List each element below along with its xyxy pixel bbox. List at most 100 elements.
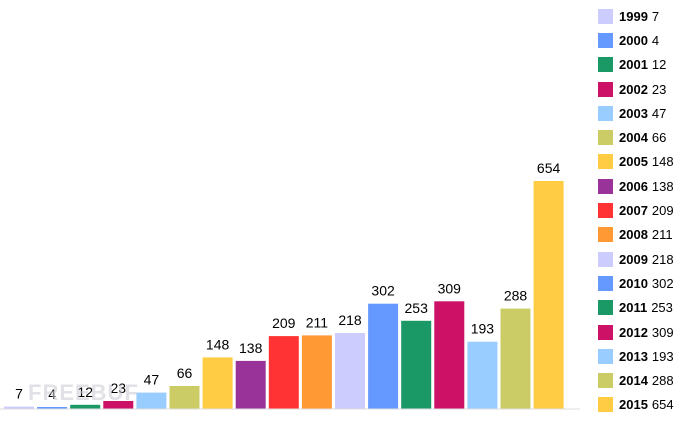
- legend-item-1999: 1999 7: [598, 4, 690, 28]
- legend-item-2006: 2006 138: [598, 174, 690, 198]
- legend-year: 2004: [619, 130, 648, 146]
- bar-2008: [301, 335, 332, 409]
- legend-item-2008: 2008 211: [598, 223, 690, 247]
- watermark-text: FREEBUF: [28, 380, 139, 405]
- legend-swatch: [598, 154, 613, 170]
- legend-value: 138: [651, 178, 674, 194]
- legend-swatch: [598, 227, 613, 243]
- legend-year: 2005: [619, 154, 648, 170]
- legend-value: 288: [651, 373, 674, 389]
- legend-year: 1999: [619, 8, 648, 24]
- bar-label-2013: 193: [471, 321, 495, 337]
- bar-2007: [268, 336, 299, 409]
- bar-label-2014: 288: [504, 288, 528, 304]
- legend-year: 2007: [619, 203, 648, 219]
- legend-value: 66: [651, 130, 667, 146]
- bar-label-2010: 302: [371, 283, 395, 299]
- bar-2013: [467, 341, 498, 409]
- legend-value: 218: [651, 251, 674, 267]
- bar-2015: [533, 181, 564, 409]
- legend-value: 193: [651, 348, 674, 364]
- bar-chart: 7 4 12 23 47 66 148 138 209 211 218 302 253 309 193 288…: [0, 160, 580, 410]
- legend-value: 47: [651, 105, 667, 121]
- legend-swatch: [598, 373, 613, 389]
- legend-item-2014: 2014 288: [598, 368, 690, 392]
- legend-year: 2010: [619, 275, 648, 291]
- legend-year: 2013: [619, 348, 648, 364]
- bar-2011: [401, 320, 432, 409]
- bar-label-2009: 218: [338, 312, 362, 328]
- bar-label-2005: 148: [206, 336, 230, 352]
- bars-group: 7 4 12 23 47 66 148 138 209 211 218 302 253 309 193 288…: [4, 160, 564, 409]
- bar-label-2003: 47: [144, 372, 160, 388]
- bar-2010: [368, 303, 399, 409]
- bar-2012: [434, 301, 465, 409]
- legend-swatch: [598, 348, 613, 364]
- legend-value: 7: [651, 8, 660, 24]
- legend-value: 654: [651, 397, 674, 413]
- legend-year: 2003: [619, 105, 648, 121]
- legend-swatch: [598, 105, 613, 121]
- bar-label-2008: 211: [306, 314, 329, 330]
- bar-label-2000: 4: [48, 386, 56, 402]
- legend-swatch: [598, 8, 613, 24]
- legend-item-2000: 2000 4: [598, 28, 690, 52]
- legend-item-2015: 2015 654: [598, 393, 690, 417]
- bar-2003: [136, 392, 167, 409]
- legend-swatch: [598, 300, 613, 316]
- bar-2006: [235, 360, 266, 409]
- bar-label-1999: 7: [15, 386, 23, 402]
- legend-item-2004: 2004 66: [598, 125, 690, 149]
- legend-item-2007: 2007 209: [598, 198, 690, 222]
- legend-swatch: [598, 57, 613, 73]
- legend-swatch: [598, 130, 613, 146]
- legend-year: 2012: [619, 324, 648, 340]
- legend-value: 309: [651, 324, 674, 340]
- legend-swatch: [598, 251, 613, 267]
- legend-year: 2011: [619, 300, 648, 316]
- legend-item-2009: 2009 218: [598, 247, 690, 271]
- bar-label-2006: 138: [239, 340, 263, 356]
- legend-swatch: [598, 203, 613, 219]
- legend-swatch: [598, 178, 613, 194]
- bar-2005: [202, 357, 233, 409]
- legend-item-2012: 2012 309: [598, 320, 690, 344]
- legend-item-2002: 2002 23: [598, 77, 690, 101]
- legend-item-2001: 2001 12: [598, 53, 690, 77]
- legend-swatch: [598, 275, 613, 291]
- legend-year: 2006: [619, 178, 648, 194]
- legend-year: 2015: [619, 397, 648, 413]
- legend-value: 4: [651, 32, 660, 48]
- legend-year: 2001: [619, 57, 648, 73]
- legend-item-2003: 2003 47: [598, 101, 690, 125]
- bar-label-2002: 23: [111, 380, 127, 396]
- legend-swatch: [598, 32, 613, 48]
- legend-value: 209: [651, 203, 674, 219]
- legend-item-2010: 2010 302: [598, 271, 690, 295]
- bar-2014: [500, 308, 531, 409]
- legend-year: 2014: [619, 373, 648, 389]
- legend-value: 253: [651, 300, 673, 316]
- legend-item-2011: 2011 253: [598, 296, 690, 320]
- legend-swatch: [598, 324, 613, 340]
- legend-year: 2002: [619, 81, 648, 97]
- bar-1999: [4, 406, 34, 409]
- legend-value: 302: [651, 275, 674, 291]
- legend-value: 12: [651, 57, 667, 73]
- legend-year: 2009: [619, 251, 648, 267]
- legend-year: 2008: [619, 227, 648, 243]
- bar-2000: [37, 407, 68, 409]
- legend: 1999 7 2000 4 2001 12 2002 23 2003 47 2004 66 2005 14…: [598, 4, 690, 417]
- bar-2002: [103, 401, 134, 409]
- legend-value: 23: [651, 81, 667, 97]
- legend-item-2005: 2005 148: [598, 150, 690, 174]
- bar-label-2012: 309: [438, 280, 462, 296]
- bar-2009: [335, 333, 365, 409]
- legend-year: 2000: [619, 32, 648, 48]
- legend-item-2013: 2013 193: [598, 344, 690, 368]
- bar-label-2011: 253: [405, 300, 429, 316]
- bar-label-2015: 654: [537, 160, 561, 176]
- bar-2004: [169, 386, 200, 409]
- bar-2001: [70, 404, 101, 409]
- legend-value: 148: [651, 154, 674, 170]
